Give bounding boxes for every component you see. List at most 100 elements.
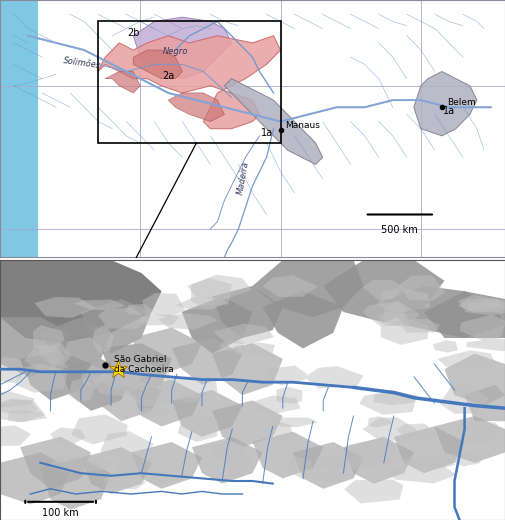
Polygon shape	[272, 422, 292, 440]
Polygon shape	[454, 422, 502, 443]
Polygon shape	[424, 291, 505, 338]
Polygon shape	[0, 357, 25, 383]
Polygon shape	[444, 354, 505, 406]
Polygon shape	[20, 351, 91, 400]
Polygon shape	[24, 345, 65, 370]
Polygon shape	[98, 36, 281, 128]
Polygon shape	[287, 456, 312, 479]
Polygon shape	[252, 432, 323, 478]
Polygon shape	[234, 342, 275, 357]
Polygon shape	[34, 297, 96, 318]
Polygon shape	[125, 378, 177, 407]
Polygon shape	[344, 479, 403, 503]
Polygon shape	[150, 470, 171, 485]
Polygon shape	[71, 414, 128, 445]
Polygon shape	[116, 364, 170, 391]
Polygon shape	[81, 365, 106, 389]
Polygon shape	[81, 299, 152, 354]
Polygon shape	[172, 338, 242, 385]
Polygon shape	[219, 341, 244, 352]
Polygon shape	[394, 426, 465, 473]
Text: Belem: Belem	[447, 98, 476, 107]
Polygon shape	[92, 324, 114, 353]
Text: 1a: 1a	[443, 107, 455, 116]
Bar	[98, 21, 281, 143]
Polygon shape	[263, 275, 318, 297]
Text: São Gabriel
da Cachoeira: São Gabriel da Cachoeira	[114, 355, 173, 374]
Text: Madeira: Madeira	[236, 160, 250, 195]
Text: 500 km: 500 km	[381, 225, 418, 235]
Polygon shape	[252, 260, 364, 317]
Text: Solimões: Solimões	[63, 57, 102, 71]
Polygon shape	[69, 378, 95, 402]
Polygon shape	[49, 454, 113, 473]
Polygon shape	[131, 328, 202, 374]
Polygon shape	[91, 374, 162, 421]
Text: 2b: 2b	[127, 28, 139, 38]
Polygon shape	[192, 437, 263, 484]
Polygon shape	[400, 319, 440, 333]
Polygon shape	[8, 410, 47, 422]
Polygon shape	[163, 374, 217, 399]
Polygon shape	[15, 363, 68, 393]
Polygon shape	[362, 301, 420, 327]
Polygon shape	[125, 304, 154, 315]
Polygon shape	[172, 390, 242, 437]
Polygon shape	[103, 470, 145, 489]
Polygon shape	[437, 350, 496, 369]
Polygon shape	[20, 437, 91, 489]
Polygon shape	[136, 315, 179, 326]
Polygon shape	[379, 311, 409, 327]
Polygon shape	[265, 366, 307, 385]
Polygon shape	[323, 260, 444, 322]
Polygon shape	[178, 413, 217, 442]
Polygon shape	[363, 417, 417, 441]
Polygon shape	[308, 471, 343, 482]
Polygon shape	[93, 370, 143, 397]
Polygon shape	[305, 366, 364, 388]
Polygon shape	[142, 293, 185, 318]
Polygon shape	[448, 453, 482, 466]
Polygon shape	[0, 260, 162, 343]
Polygon shape	[0, 400, 38, 414]
Polygon shape	[0, 317, 71, 377]
Polygon shape	[40, 458, 111, 510]
Polygon shape	[101, 343, 172, 395]
Polygon shape	[293, 442, 364, 489]
Polygon shape	[212, 286, 283, 338]
Polygon shape	[133, 50, 182, 79]
Polygon shape	[74, 300, 126, 310]
Polygon shape	[401, 456, 456, 469]
Polygon shape	[396, 423, 438, 442]
Polygon shape	[433, 340, 458, 353]
Polygon shape	[458, 295, 500, 312]
Polygon shape	[223, 450, 251, 476]
Polygon shape	[384, 301, 407, 327]
Text: 100 km: 100 km	[42, 509, 79, 518]
Polygon shape	[38, 343, 72, 366]
Polygon shape	[388, 460, 457, 484]
Polygon shape	[377, 289, 430, 313]
Polygon shape	[100, 431, 154, 458]
Polygon shape	[131, 380, 202, 426]
Polygon shape	[191, 278, 232, 307]
Polygon shape	[176, 296, 227, 309]
Polygon shape	[114, 456, 155, 474]
Polygon shape	[466, 339, 505, 351]
Polygon shape	[252, 396, 300, 413]
Polygon shape	[384, 286, 505, 338]
Polygon shape	[458, 299, 505, 313]
Polygon shape	[0, 398, 45, 422]
Polygon shape	[460, 315, 505, 341]
Polygon shape	[50, 427, 85, 446]
Polygon shape	[0, 391, 35, 408]
Polygon shape	[373, 392, 416, 405]
Polygon shape	[212, 343, 283, 395]
Polygon shape	[0, 452, 71, 504]
Polygon shape	[276, 387, 302, 404]
Polygon shape	[81, 447, 152, 494]
Polygon shape	[0, 425, 31, 446]
Polygon shape	[213, 323, 274, 344]
Polygon shape	[465, 385, 505, 421]
Polygon shape	[212, 400, 283, 447]
